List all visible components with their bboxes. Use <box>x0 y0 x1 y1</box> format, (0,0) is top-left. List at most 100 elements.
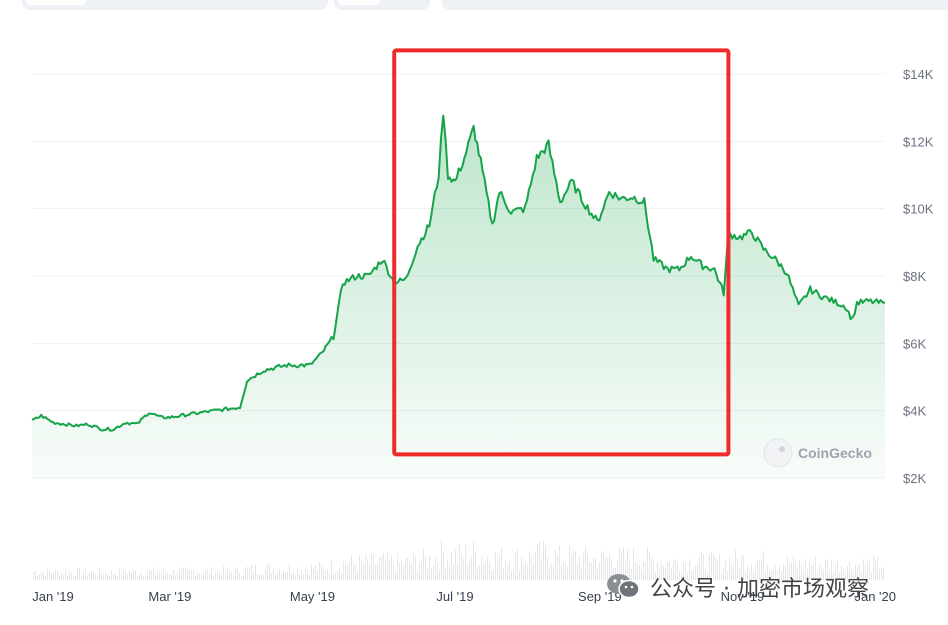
volume-bar <box>627 548 628 580</box>
volume-bar <box>497 559 498 580</box>
volume-bar <box>303 573 304 580</box>
volume-bar <box>655 571 656 580</box>
volume-bar <box>71 572 72 580</box>
volume-bar <box>37 575 38 580</box>
volume-bar <box>341 573 342 580</box>
top-bar-pill-mid[interactable] <box>334 0 430 10</box>
volume-bar <box>327 569 328 580</box>
volume-bar <box>263 575 264 580</box>
volume-bar <box>79 568 80 580</box>
volume-bar <box>847 565 848 580</box>
volume-bar <box>195 576 196 580</box>
volume-bar <box>297 566 298 580</box>
volume-bar <box>205 569 206 580</box>
volume-bar <box>617 561 618 580</box>
top-bar-pill-left[interactable] <box>22 0 328 10</box>
volume-bar <box>827 560 828 580</box>
volume-bar <box>657 562 658 580</box>
volume-bar <box>417 571 418 580</box>
volume-bar <box>91 571 92 580</box>
volume-bar <box>371 552 372 580</box>
volume-bar <box>651 558 652 580</box>
volume-bar <box>819 564 820 580</box>
volume-bar <box>523 564 524 580</box>
volume-bar <box>191 570 192 580</box>
volume-bar <box>733 565 734 580</box>
volume-bar <box>817 571 818 580</box>
volume-bar <box>131 573 132 580</box>
volume-bar <box>801 565 802 580</box>
volume-bar <box>181 568 182 580</box>
volume-bar <box>805 558 806 580</box>
volume-bar <box>135 570 136 580</box>
volume-bar <box>307 569 308 580</box>
volume-bar <box>133 569 134 580</box>
volume-bar <box>387 551 388 580</box>
volume-bar <box>449 565 450 580</box>
volume-bar <box>459 544 460 580</box>
volume-bar <box>107 574 108 580</box>
volume-bar <box>585 546 586 580</box>
top-bar-pill-right[interactable] <box>442 0 948 10</box>
volume-bar <box>197 573 198 580</box>
volume-bar <box>601 550 602 580</box>
volume-bar <box>93 570 94 580</box>
volume-bar <box>193 571 194 580</box>
volume-bar <box>865 565 866 580</box>
volume-bar <box>249 567 250 580</box>
volume-bar <box>579 555 580 580</box>
volume-bar <box>693 570 694 580</box>
top-bar-toggle-left[interactable] <box>26 0 86 5</box>
volume-bar <box>403 565 404 580</box>
volume-bar <box>689 559 690 580</box>
volume-bar <box>419 563 420 580</box>
volume-bar <box>207 569 208 580</box>
volume-bar <box>359 554 360 580</box>
volume-bar <box>281 574 282 580</box>
volume-bar <box>437 562 438 580</box>
volume-bar <box>691 570 692 580</box>
x-tick-label: Jan '19 <box>32 589 74 604</box>
volume-bar <box>389 559 390 580</box>
volume-bar <box>781 570 782 580</box>
volume-bar <box>719 554 720 580</box>
volume-bar <box>569 545 570 580</box>
volume-bar <box>325 570 326 580</box>
top-bar-toggle-mid[interactable] <box>338 0 380 5</box>
volume-bar <box>537 543 538 580</box>
volume-bar <box>251 564 252 580</box>
volume-bar <box>51 572 52 580</box>
volume-bar <box>415 556 416 580</box>
volume-bar <box>699 558 700 580</box>
volume-bar <box>785 566 786 580</box>
volume-bar <box>771 569 772 580</box>
volume-bar <box>755 566 756 580</box>
volume-bar <box>695 566 696 580</box>
volume-bar <box>375 564 376 580</box>
volume-bar <box>757 560 758 580</box>
volume-bar <box>409 562 410 580</box>
volume-bar <box>829 569 830 580</box>
volume-bar <box>729 557 730 580</box>
volume-bar <box>519 570 520 580</box>
volume-bar <box>39 574 40 580</box>
volume-bar <box>875 558 876 580</box>
x-tick-label: May '19 <box>290 589 335 604</box>
volume-bar <box>413 553 414 580</box>
volume-bar <box>857 565 858 580</box>
volume-bar <box>565 562 566 580</box>
volume-bar <box>813 564 814 580</box>
volume-bar <box>127 574 128 580</box>
volume-bar <box>233 575 234 580</box>
volume-bar <box>329 573 330 580</box>
volume-bar <box>635 562 636 580</box>
volume-bar <box>393 564 394 580</box>
volume-bar <box>271 573 272 580</box>
volume-bar <box>321 564 322 580</box>
volume-bar <box>679 571 680 580</box>
volume-bars <box>33 540 884 580</box>
volume-bar <box>707 572 708 580</box>
volume-bar <box>667 561 668 580</box>
volume-bar <box>149 569 150 580</box>
volume-bar <box>391 556 392 580</box>
